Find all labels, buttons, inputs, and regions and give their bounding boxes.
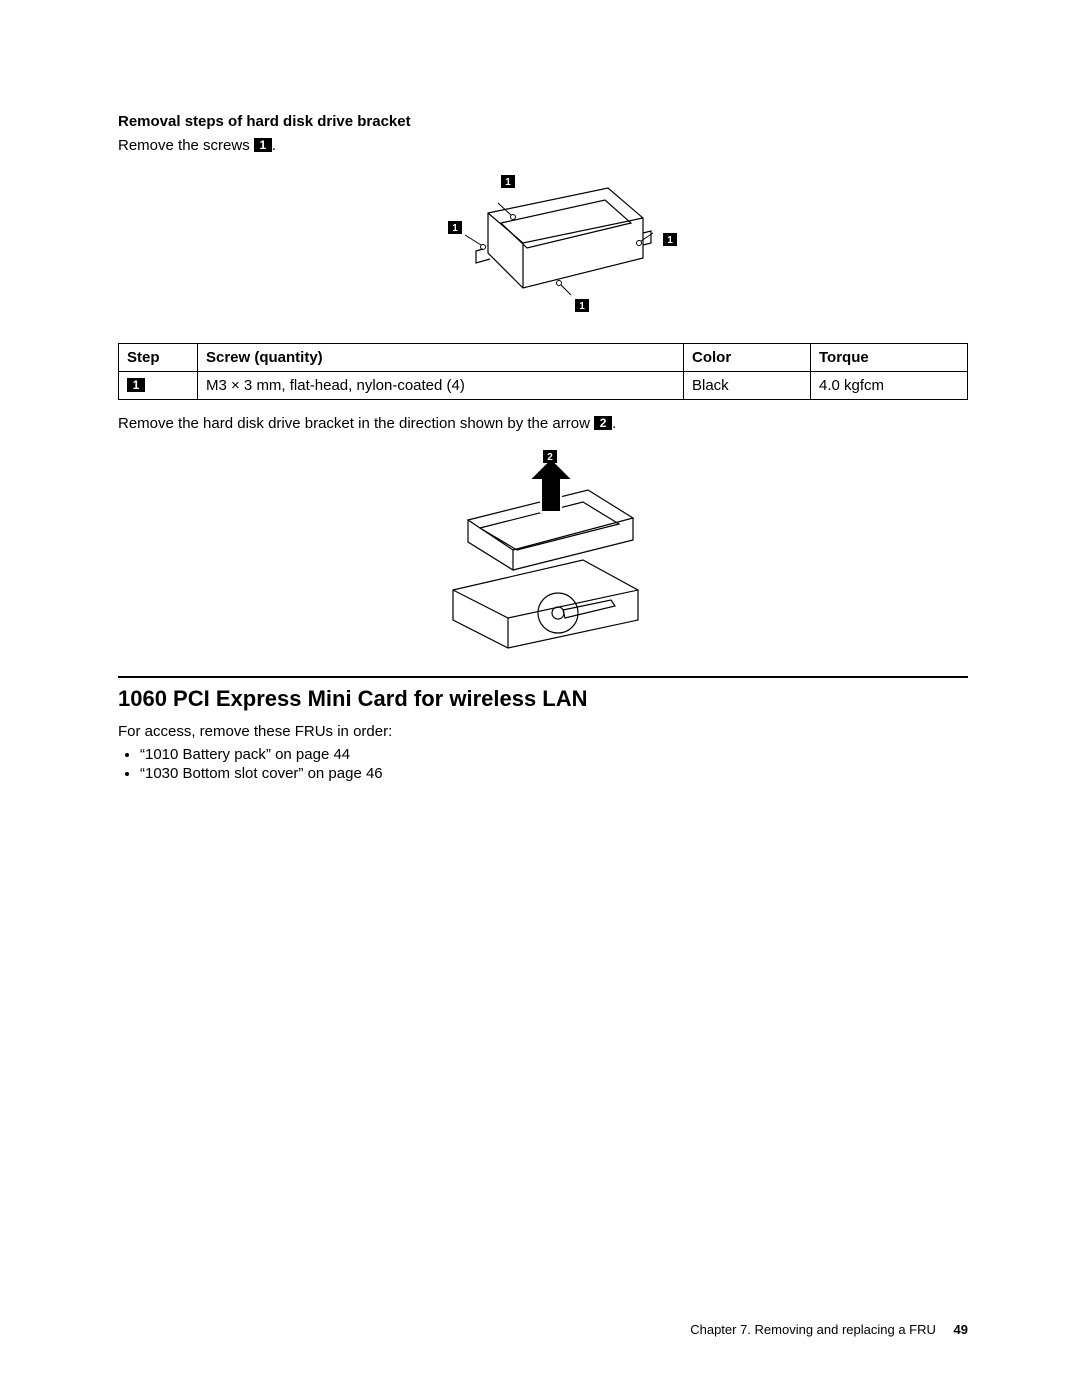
bracket-screws-diagram: 1 1 1 1: [393, 173, 693, 333]
instruction2-prefix: Remove the hard disk drive bracket in th…: [118, 415, 594, 432]
cell-color: Black: [684, 371, 811, 399]
section-divider: [118, 676, 968, 678]
page-footer: Chapter 7. Removing and replacing a FRU …: [690, 1322, 968, 1337]
remove-screws-instruction: Remove the screws 1.: [118, 136, 968, 156]
callout-1b: 1: [452, 223, 458, 234]
instruction-text: Remove the screws: [118, 137, 254, 154]
instruction-suffix: .: [272, 137, 276, 154]
table-header-row: Step Screw (quantity) Color Torque: [119, 343, 968, 371]
bracket-lift-diagram: 2: [413, 450, 673, 650]
instruction2-suffix: .: [612, 415, 616, 432]
col-torque-header: Torque: [811, 343, 968, 371]
cell-torque: 4.0 kgfcm: [811, 371, 968, 399]
step-2-badge-inline: 2: [594, 416, 612, 430]
screw-table: Step Screw (quantity) Color Torque 1 M3 …: [118, 343, 968, 400]
fru-intro: For access, remove these FRUs in order:: [118, 722, 968, 742]
col-step-header: Step: [119, 343, 198, 371]
col-color-header: Color: [684, 343, 811, 371]
cell-step: 1: [119, 371, 198, 399]
footer-chapter: Chapter 7. Removing and replacing a FRU: [690, 1322, 936, 1337]
step-1-badge-cell: 1: [127, 378, 145, 392]
step-1-badge-inline: 1: [254, 138, 272, 152]
remove-bracket-instruction: Remove the hard disk drive bracket in th…: [118, 414, 968, 434]
callout-1a: 1: [505, 177, 511, 188]
list-item: “1030 Bottom slot cover” on page 46: [140, 765, 968, 782]
section-title-1060: 1060 PCI Express Mini Card for wireless …: [118, 686, 968, 712]
removal-heading: Removal steps of hard disk drive bracket: [118, 112, 968, 132]
fru-list: “1010 Battery pack” on page 44 “1030 Bot…: [118, 746, 968, 782]
callout-2: 2: [547, 452, 553, 463]
cell-screw: M3 × 3 mm, flat-head, nylon-coated (4): [198, 371, 684, 399]
table-row: 1 M3 × 3 mm, flat-head, nylon-coated (4)…: [119, 371, 968, 399]
col-screw-header: Screw (quantity): [198, 343, 684, 371]
callout-1d: 1: [579, 301, 585, 312]
footer-page-number: 49: [954, 1322, 968, 1337]
list-item: “1010 Battery pack” on page 44: [140, 746, 968, 763]
callout-1c: 1: [667, 235, 673, 246]
